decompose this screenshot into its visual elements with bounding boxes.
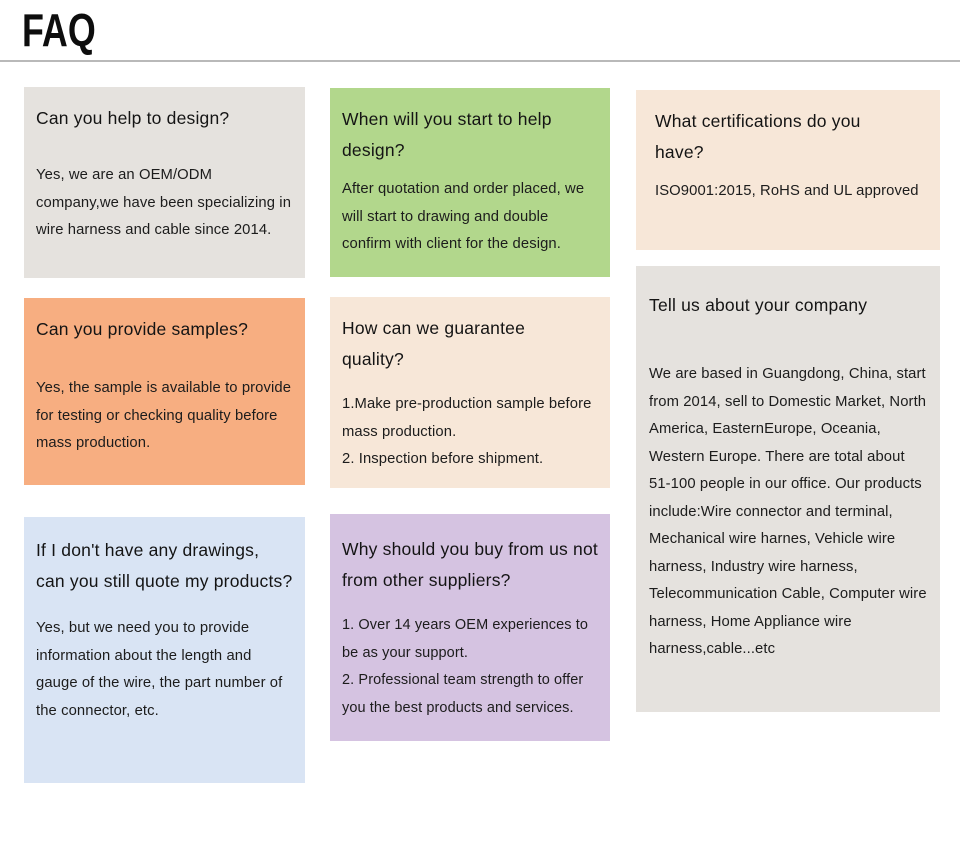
faq-question: What certifications do you have? <box>655 111 861 162</box>
faq-answer: ISO9001:2015, RoHS and UL approved <box>655 183 919 199</box>
faq-card-certifications: What certifications do you have? ISO9001… <box>636 90 940 250</box>
faq-card-design-help: Can you help to design? Yes, we are an O… <box>24 87 305 278</box>
title-divider <box>0 60 960 62</box>
faq-answer: After quotation and order placed, we wil… <box>342 181 585 252</box>
faq-question: Why should you buy from us not from othe… <box>342 539 598 590</box>
faq-card-about-company: Tell us about your company We are based … <box>636 266 940 712</box>
faq-question: If I don't have any drawings, can you st… <box>36 540 293 591</box>
faq-card-why-buy-from-us: Why should you buy from us not from othe… <box>330 514 610 741</box>
faq-answer: 1. Over 14 years OEM experiences to be a… <box>342 617 589 716</box>
page-title: FAQ <box>22 4 96 56</box>
faq-answer: Yes, the sample is available to provide … <box>36 380 292 451</box>
faq-question: Can you help to design? <box>36 108 230 128</box>
faq-answer: 1.Make pre-production sample before mass… <box>342 396 592 467</box>
faq-question: Tell us about your company <box>649 295 868 315</box>
faq-answer: Yes, but we need you to provide informat… <box>36 620 283 719</box>
faq-answer: We are based in Guangdong, China, start … <box>649 366 927 657</box>
faq-card-guarantee-quality: How can we guarantee quality? 1.Make pre… <box>330 297 610 488</box>
faq-question: How can we guarantee quality? <box>342 318 525 369</box>
faq-question: Can you provide samples? <box>36 319 248 339</box>
faq-answer: Yes, we are an OEM/ODM company,we have b… <box>36 167 292 238</box>
faq-card-samples: Can you provide samples? Yes, the sample… <box>24 298 305 485</box>
faq-card-when-start-design: When will you start to help design? Afte… <box>330 88 610 277</box>
faq-card-no-drawings-quote: If I don't have any drawings, can you st… <box>24 517 305 783</box>
faq-question: When will you start to help design? <box>342 109 552 160</box>
